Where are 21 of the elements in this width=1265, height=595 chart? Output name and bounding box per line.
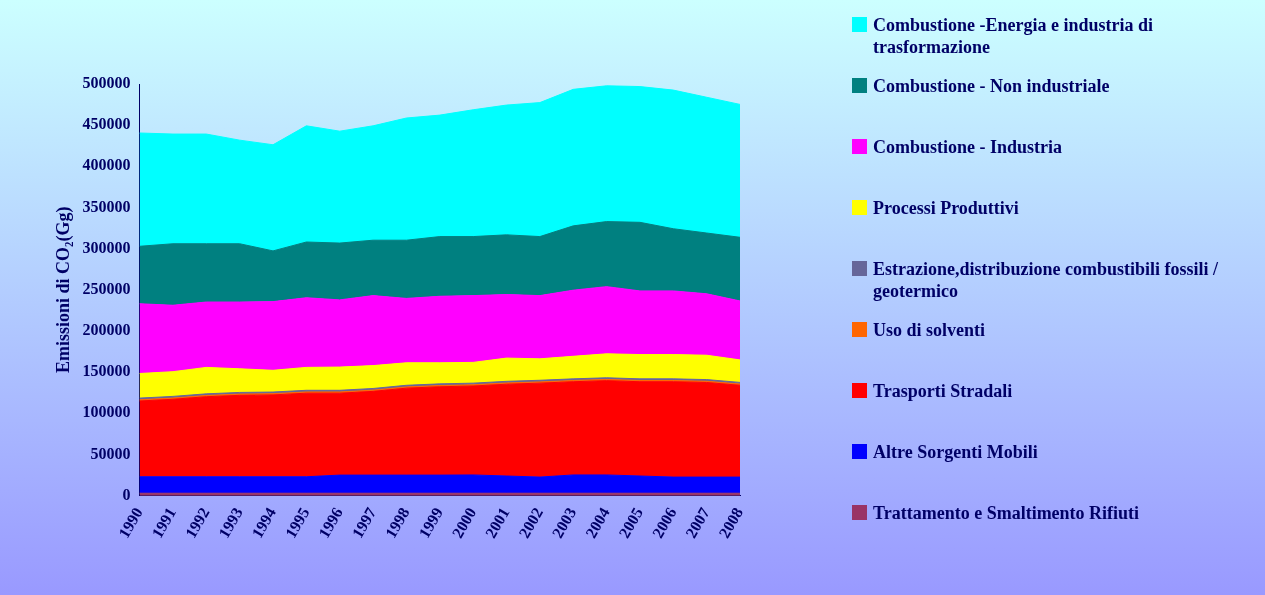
legend-label: Combustione -Energia e industria di trasformazione (873, 14, 1155, 58)
y-tick-label: 0 (122, 485, 131, 503)
y-tick-label: 250000 (82, 279, 131, 297)
y-tick-label: 400000 (82, 156, 131, 174)
y-tick-label: 200000 (82, 321, 131, 339)
y-tick-label: 150000 (82, 362, 131, 380)
legend-label: Trattamento e Smaltimento Rifiuti (873, 502, 1140, 524)
y-tick-label: 300000 (82, 238, 131, 256)
legend-label: Combustione - Non industriale (873, 75, 1110, 97)
legend-label: Trasporti Stradali (873, 380, 1013, 402)
y-tick-label: 100000 (82, 403, 131, 421)
legend-label: Altre Sorgenti Mobili (873, 441, 1038, 463)
legend-label: Processi Produttivi (873, 197, 1019, 219)
y-tick-label: 500000 (82, 74, 131, 92)
legend-label: Estrazione,distribuzione combustibili fossili / geotermico (873, 258, 1220, 302)
legend-label: Combustione - Industria (873, 136, 1063, 158)
y-axis-title: Emissioni di CO₂(Gg) (53, 206, 75, 374)
y-tick-label: 450000 (82, 115, 131, 133)
y-tick-label: 50000 (90, 444, 131, 462)
legend-label: Uso di solventi (873, 319, 986, 341)
y-tick-label: 350000 (82, 197, 131, 215)
